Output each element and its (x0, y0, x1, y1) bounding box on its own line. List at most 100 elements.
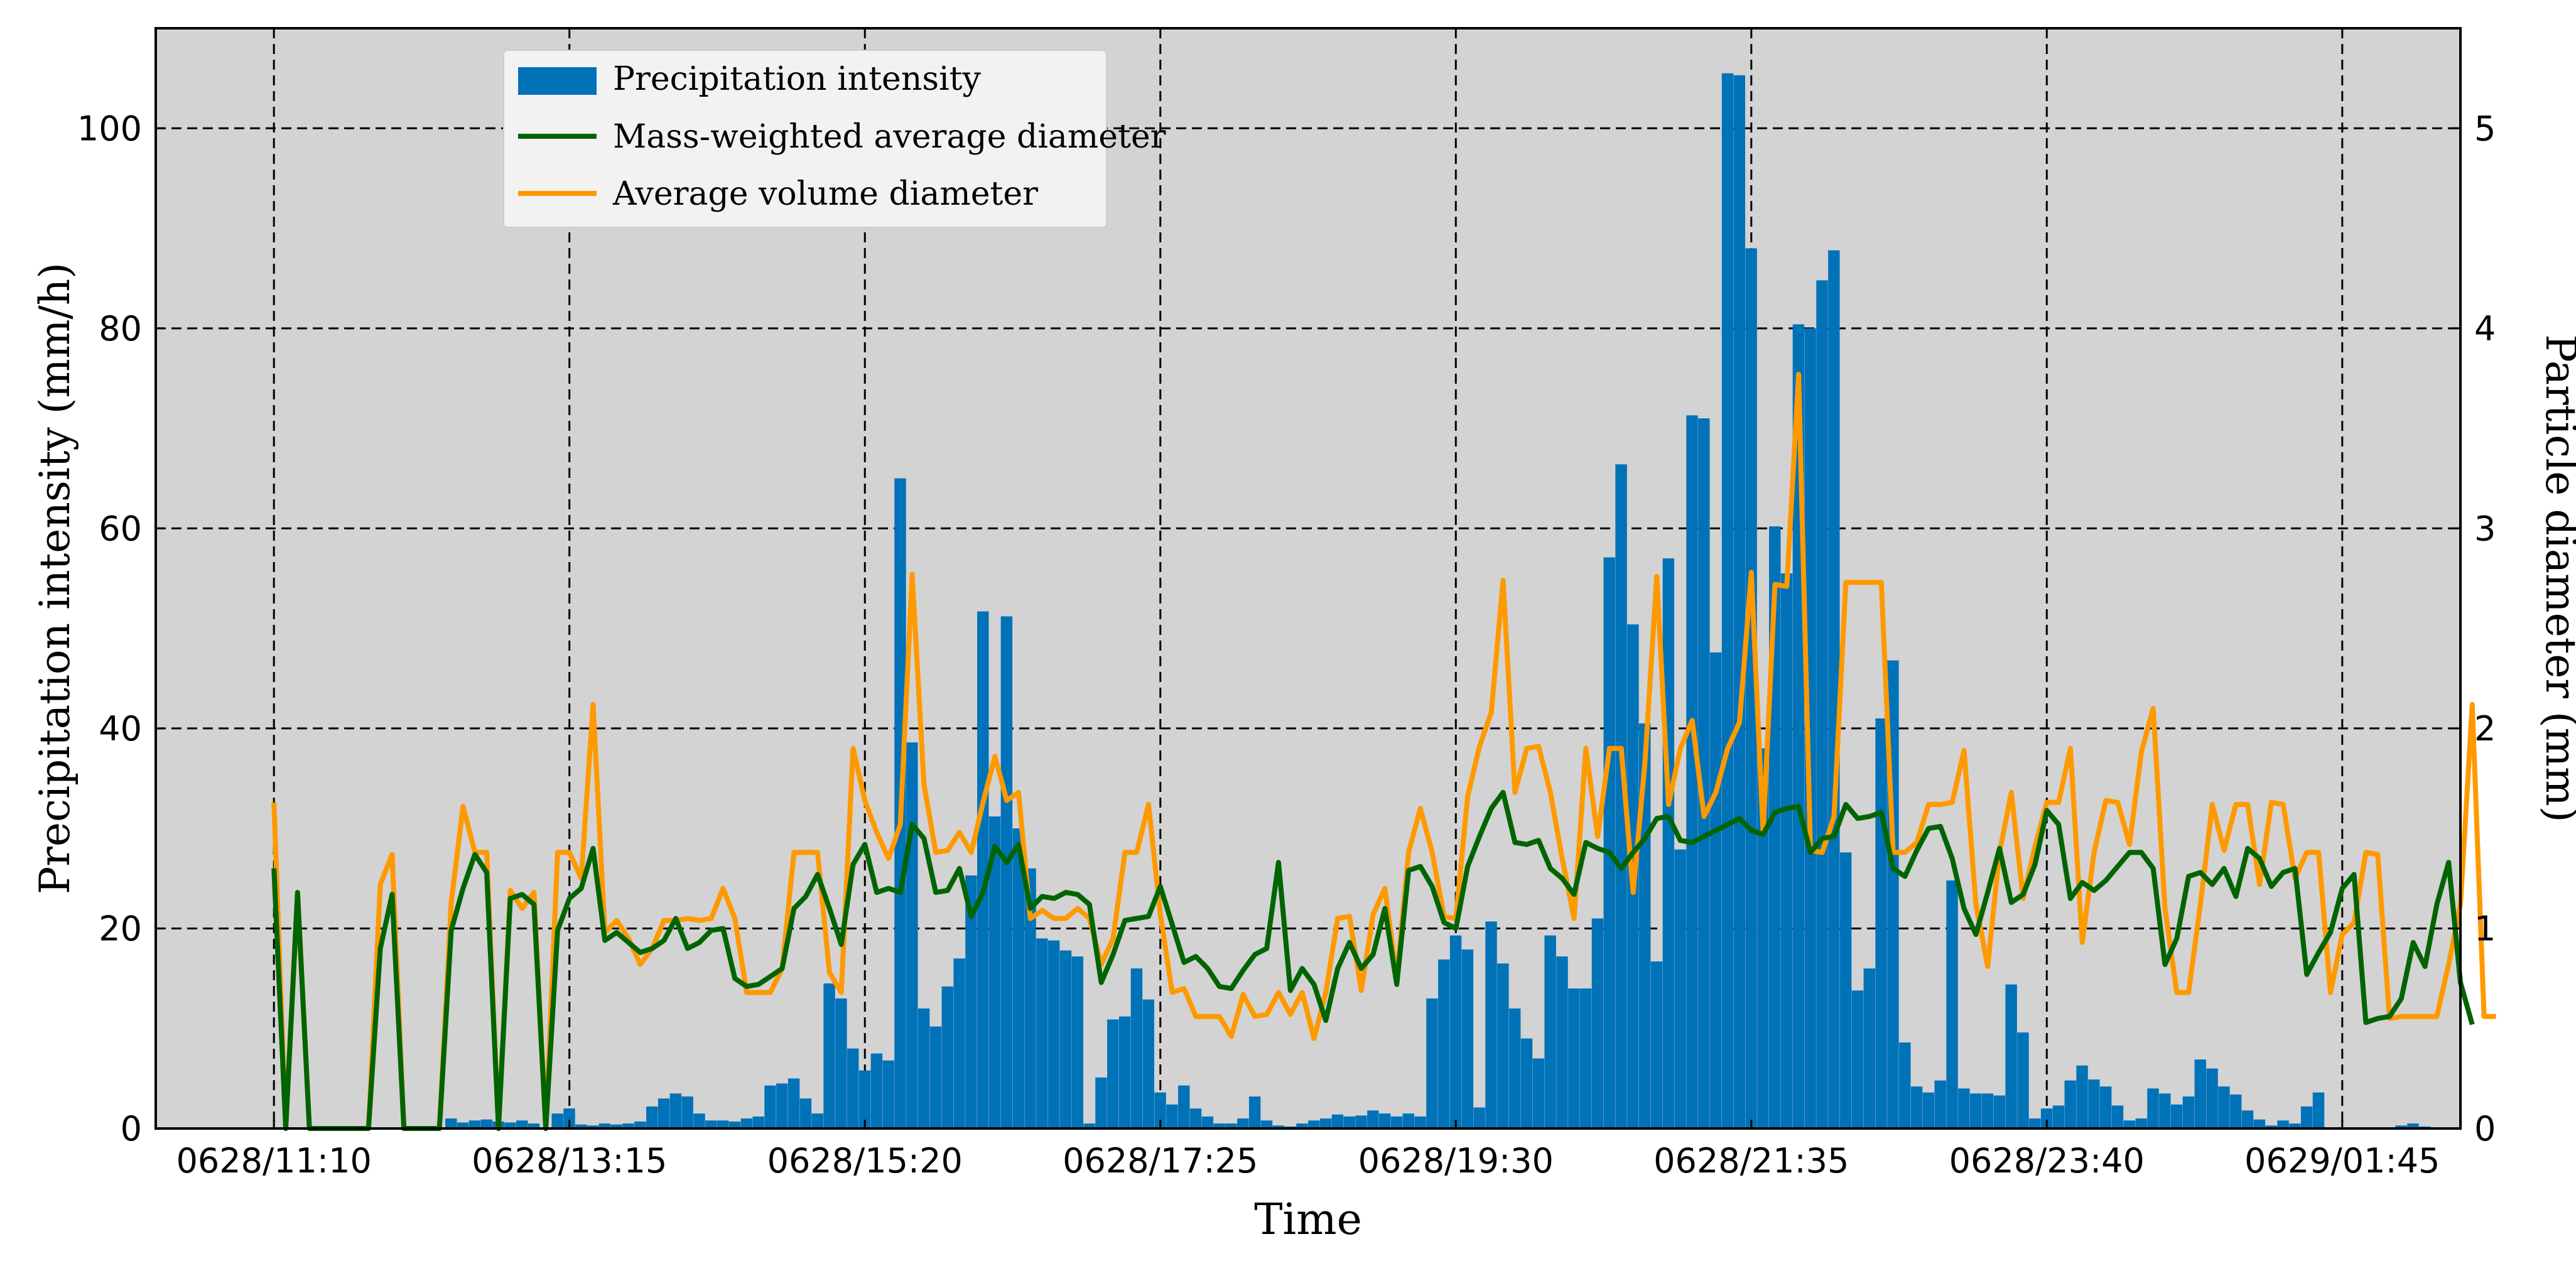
bar (882, 1060, 894, 1128)
bar (646, 1106, 658, 1128)
legend-label-volume: Average volume diameter (612, 175, 1038, 213)
diameter-lines (271, 372, 2496, 1131)
y-tick-label-right: 5 (2474, 109, 2496, 148)
bar (1213, 1123, 1225, 1128)
bar (811, 1113, 823, 1128)
bar (2312, 1092, 2325, 1128)
bar (1166, 1104, 1178, 1128)
bar (1095, 1077, 1107, 1128)
y-tick-label-left: 60 (99, 509, 142, 548)
bar (1520, 1038, 1533, 1128)
bar (941, 986, 954, 1128)
bar (1828, 250, 1840, 1128)
bar (1922, 1092, 1935, 1128)
plot-background (156, 28, 2460, 1128)
precipitation-bars (445, 73, 2431, 1129)
bar (1650, 961, 1663, 1128)
bar (1107, 1019, 1119, 1128)
bar (1343, 1116, 1355, 1128)
bar (587, 1125, 599, 1128)
bar (1568, 988, 1580, 1128)
bar (1556, 956, 1568, 1128)
bar (2277, 1120, 2289, 1128)
bar (1390, 1116, 1403, 1128)
bar (1544, 935, 1556, 1128)
bar (1130, 968, 1143, 1128)
bar (1981, 1093, 1994, 1128)
bar (2052, 1105, 2065, 1128)
bar (2135, 1118, 2147, 1128)
bar (2088, 1079, 2100, 1128)
bar (1177, 1085, 1190, 1128)
bar (1272, 1125, 1284, 1128)
x-tick-label: 0628/11:10 (176, 1141, 372, 1181)
bar (1260, 1120, 1273, 1128)
bar (575, 1124, 587, 1128)
bar (1686, 415, 1698, 1128)
bar (1012, 828, 1024, 1128)
bar (1497, 963, 1509, 1128)
bar (1709, 652, 1722, 1128)
y-tick-label-right: 2 (2474, 709, 2496, 749)
plot-frame (154, 27, 2462, 1130)
bar (740, 1118, 753, 1128)
bar (528, 1123, 540, 1128)
y-tick-label-left: 20 (99, 909, 142, 948)
bar (1875, 718, 1887, 1128)
bar (1059, 950, 1072, 1128)
bar (787, 1078, 800, 1128)
bar (1603, 557, 1615, 1128)
bar (1414, 1116, 1426, 1128)
bar (1591, 918, 1604, 1128)
bar (1201, 1116, 1214, 1128)
y-tick-label-right: 4 (2474, 309, 2496, 349)
bar (1355, 1115, 1367, 1128)
bar (2123, 1120, 2136, 1128)
bar (2206, 1068, 2218, 1128)
bar (1036, 938, 1048, 1128)
bar (1638, 723, 1651, 1128)
bar (634, 1121, 646, 1128)
y-tick-label-left: 40 (99, 709, 142, 749)
bar (764, 1085, 776, 1128)
bar (1024, 868, 1036, 1128)
bar (2182, 1096, 2195, 1128)
bar (1721, 73, 1734, 1128)
bar (1532, 1058, 1545, 1128)
bar (1579, 988, 1592, 1128)
bar (1225, 1123, 1237, 1128)
bar (457, 1122, 469, 1128)
bar (2241, 1110, 2254, 1128)
bar (2170, 1104, 2183, 1128)
bar (1780, 573, 1793, 1128)
bar (1615, 464, 1627, 1128)
bar (870, 1053, 883, 1128)
bar (1733, 75, 1745, 1129)
bar (953, 958, 965, 1128)
bar (1083, 1123, 1095, 1128)
legend: Precipitation intensity Mass-weighted av… (503, 50, 1166, 228)
bar (516, 1120, 528, 1128)
bar (2407, 1123, 2419, 1128)
bar (445, 1118, 457, 1128)
bar (917, 1008, 930, 1128)
bar (799, 1098, 812, 1128)
x-tick-label: 0628/21:35 (1653, 1141, 1849, 1181)
bar (965, 875, 977, 1128)
bar (1839, 852, 1852, 1128)
bar (1934, 1080, 1946, 1128)
y-tick-label-left: 0 (121, 1109, 142, 1149)
x-axis-title: Time (1254, 1195, 1362, 1245)
bar (1910, 1086, 1923, 1128)
x-tick-label: 0628/15:20 (767, 1141, 963, 1181)
bar (2029, 1118, 2041, 1128)
bar (2076, 1065, 2088, 1128)
bar (1047, 940, 1060, 1128)
bar (658, 1098, 670, 1128)
y-tick-label-right: 3 (2474, 509, 2496, 548)
bar (1331, 1114, 1344, 1128)
bar (988, 816, 1001, 1128)
bar (2300, 1106, 2313, 1128)
bar (1142, 999, 1154, 1128)
